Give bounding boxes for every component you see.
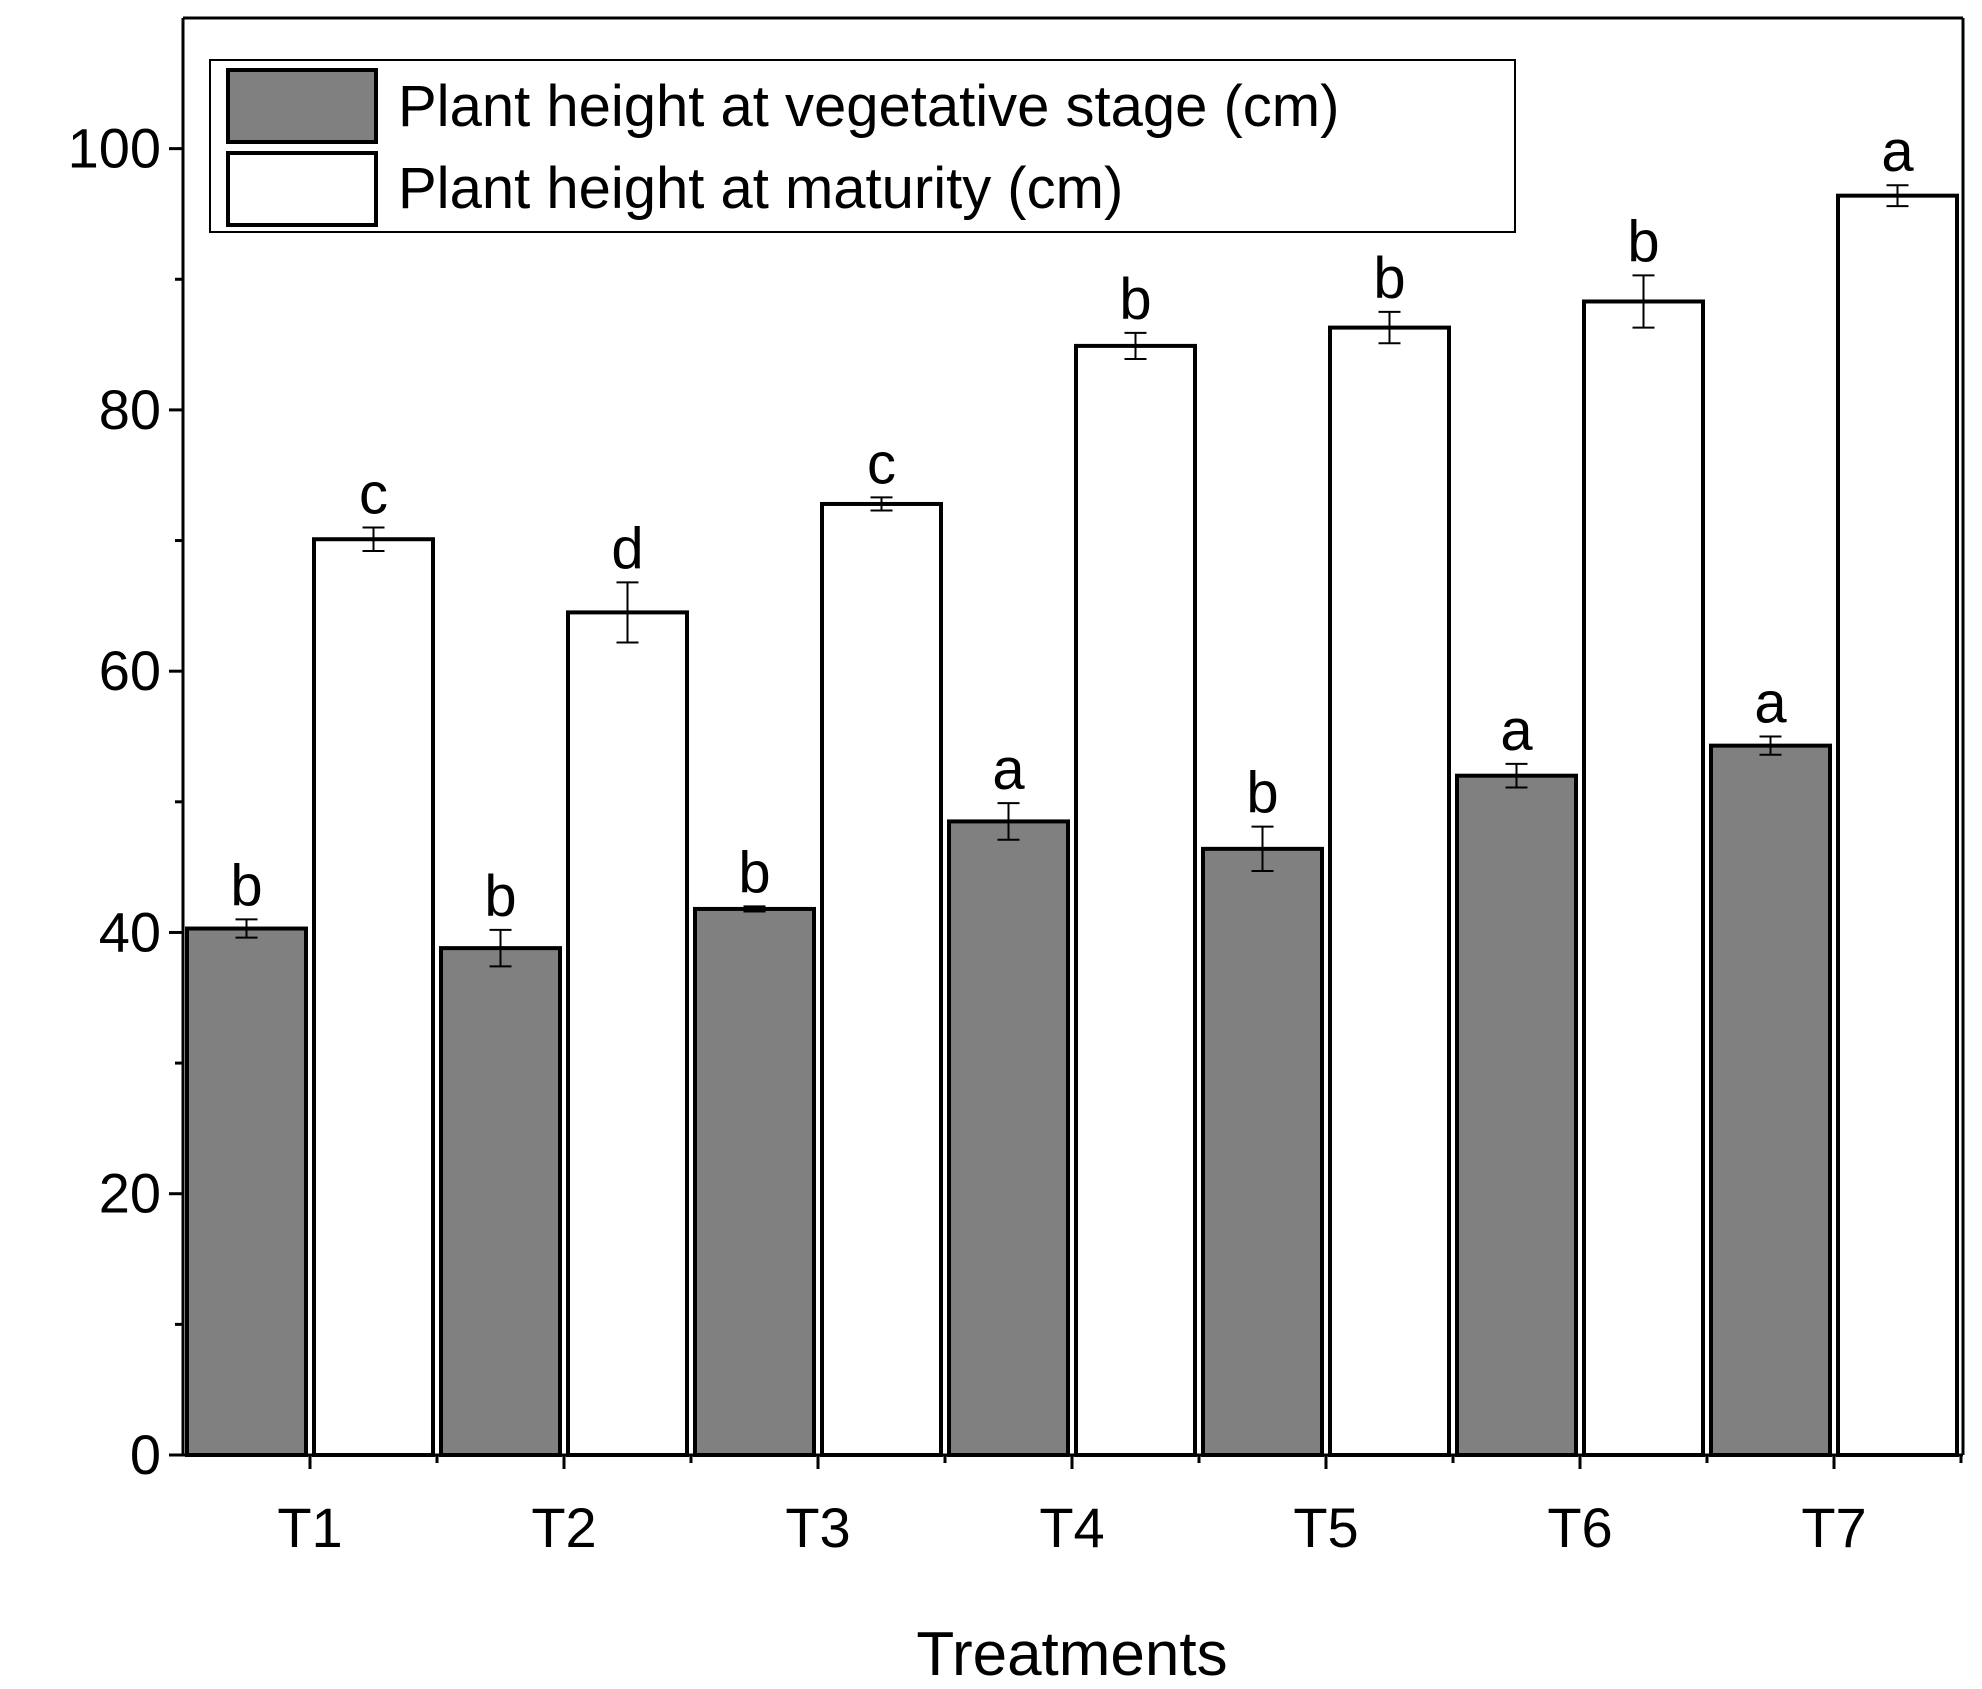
significance-letter-maturity-T7: a: [1881, 119, 1914, 184]
bar-maturity-T7: [1836, 193, 1959, 1458]
x-tick-label-T1: T1: [277, 1496, 342, 1559]
significance-letter-maturity-T4: b: [1119, 267, 1151, 332]
legend-box: [209, 59, 1516, 233]
y-tick-label-60: 60: [99, 639, 161, 702]
significance-letter-vegetative-T3: b: [738, 840, 770, 905]
significance-letter-maturity-T2: d: [611, 516, 643, 581]
significance-letter-vegetative-T4: a: [992, 737, 1025, 802]
bar-maturity-T3: [820, 501, 943, 1457]
bar-maturity-T4: [1074, 343, 1197, 1458]
bar-vegetative-T6: [1455, 773, 1578, 1457]
legend: Plant height at vegetative stage (cm) Pl…: [209, 59, 1516, 233]
x-tick-label-T3: T3: [785, 1496, 850, 1559]
significance-letter-vegetative-T1: b: [230, 853, 262, 918]
x-tick-label-T7: T7: [1801, 1496, 1866, 1559]
bar-maturity-T6: [1582, 299, 1705, 1457]
y-tick-label-0: 0: [130, 1423, 161, 1486]
significance-letter-vegetative-T5: b: [1246, 761, 1278, 826]
bar-vegetative-T5: [1201, 846, 1324, 1457]
x-tick-label-T5: T5: [1293, 1496, 1358, 1559]
significance-letter-maturity-T3: c: [867, 431, 896, 496]
significance-letter-maturity-T5: b: [1373, 246, 1405, 311]
x-axis-title: Treatments: [916, 1620, 1227, 1689]
bar-vegetative-T1: [185, 926, 308, 1457]
plot-area: b c T1 b d T2 b c T3 a b T4 b b T5 a b T6 a a T7 0 20 40 60 80 100: [68, 16, 1965, 1559]
y-tick-label-80: 80: [99, 378, 161, 441]
significance-letter-vegetative-T2: b: [484, 864, 516, 929]
legend-label-vegetative: Plant height at vegetative stage (cm): [398, 74, 1339, 139]
bar-maturity-T5: [1328, 325, 1451, 1458]
x-tick-label-T2: T2: [531, 1496, 596, 1559]
significance-letter-vegetative-T7: a: [1754, 671, 1787, 736]
bar-vegetative-T2: [439, 946, 562, 1457]
bar-vegetative-T3: [693, 906, 816, 1457]
x-tick-label-T6: T6: [1547, 1496, 1612, 1559]
bar-maturity-T1: [312, 537, 435, 1457]
bar-vegetative-T7: [1709, 743, 1832, 1457]
bar-maturity-T2: [566, 610, 689, 1457]
x-tick-label-T4: T4: [1039, 1496, 1104, 1559]
legend-label-maturity: Plant height at maturity (cm): [398, 156, 1123, 221]
y-tick-label-100: 100: [68, 117, 161, 180]
y-tick-label-40: 40: [99, 900, 161, 963]
legend-swatch-vegetative: [226, 68, 378, 144]
legend-swatch-maturity: [226, 151, 378, 227]
bar-vegetative-T4: [947, 819, 1070, 1457]
significance-letter-maturity-T6: b: [1627, 209, 1659, 274]
significance-letter-vegetative-T6: a: [1500, 698, 1533, 763]
significance-letter-maturity-T1: c: [359, 461, 388, 526]
y-tick-label-20: 20: [99, 1162, 161, 1225]
